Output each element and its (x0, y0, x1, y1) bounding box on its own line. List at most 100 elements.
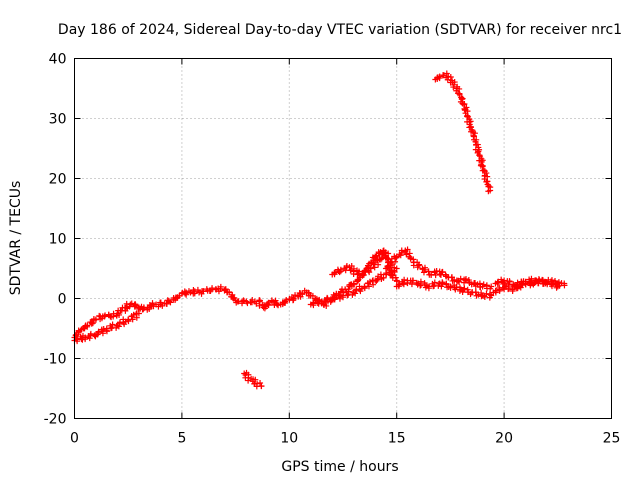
data-point (245, 377, 252, 384)
data-point (146, 306, 153, 313)
data-point (477, 153, 484, 160)
data-point (467, 118, 474, 125)
data-point (509, 287, 516, 294)
data-point (339, 294, 346, 301)
data-point (365, 283, 372, 290)
data-point (410, 277, 417, 284)
data-point (360, 271, 367, 278)
data-point (384, 264, 391, 271)
data-point (431, 279, 438, 286)
data-point (439, 268, 446, 275)
data-point (471, 130, 478, 137)
y-tick-label: -20 (44, 412, 67, 428)
data-point (344, 292, 351, 299)
data-point (476, 152, 483, 159)
data-point (82, 336, 89, 343)
data-point (332, 294, 339, 301)
data-point (116, 311, 123, 318)
data-point (479, 167, 486, 174)
x-tick-label: 20 (495, 431, 513, 447)
data-point (86, 335, 93, 342)
data-point (466, 124, 473, 131)
data-point (483, 178, 490, 185)
data-point (323, 299, 330, 306)
data-point (217, 283, 224, 290)
data-point (103, 327, 110, 334)
data-point (457, 275, 464, 282)
data-point (75, 329, 82, 336)
x-tick-label: 15 (388, 431, 406, 447)
data-point (123, 300, 130, 307)
x-tick-label: 0 (70, 431, 79, 447)
data-point (231, 294, 238, 301)
data-point (464, 286, 471, 293)
data-point (265, 302, 272, 309)
data-point (89, 320, 96, 327)
data-point (459, 288, 466, 295)
chart-title: Day 186 of 2024, Sidereal Day-to-day VTE… (58, 22, 622, 38)
data-point (389, 272, 396, 279)
data-point (84, 323, 91, 330)
data-points (71, 70, 568, 390)
data-point (191, 290, 198, 297)
data-point (500, 280, 507, 287)
data-point (387, 259, 394, 266)
axis-ticks: 0 5 10 15 20 25 -20 -10 0 10 20 30 40 (44, 52, 621, 447)
series-trace-8 (492, 275, 561, 291)
data-point (226, 289, 233, 296)
data-point (240, 297, 247, 304)
data-point (475, 148, 482, 155)
data-point (378, 255, 385, 262)
data-point (135, 310, 142, 317)
data-point (310, 302, 317, 309)
data-point (458, 96, 465, 103)
data-point (372, 253, 379, 260)
data-point (461, 285, 468, 292)
data-point (337, 268, 344, 275)
data-point (430, 283, 437, 290)
data-point (222, 286, 229, 293)
data-point (461, 107, 468, 114)
series-trace-6 (393, 276, 495, 301)
data-point (107, 325, 114, 332)
data-point (481, 293, 488, 300)
data-point (141, 305, 148, 312)
data-point (492, 289, 499, 296)
data-point (432, 272, 439, 279)
data-point (182, 290, 189, 297)
data-point (447, 73, 454, 80)
data-point (514, 281, 521, 288)
data-point (462, 275, 469, 282)
series-low-trace (241, 369, 265, 390)
series-trace-2 (71, 310, 142, 345)
data-point (99, 330, 106, 337)
series-trace-3 (307, 264, 400, 309)
data-point (275, 302, 282, 309)
data-point (129, 316, 136, 323)
data-point (130, 311, 137, 318)
data-point (550, 280, 557, 287)
data-point (387, 271, 394, 278)
data-point (480, 281, 487, 288)
data-point (522, 280, 529, 287)
x-axis-label: GPS time / hours (281, 459, 398, 475)
x-tick-label: 25 (603, 431, 621, 447)
y-axis-label: SDTVAR / TECUs (8, 181, 24, 296)
data-point (209, 285, 216, 292)
y-tick-label: -10 (44, 352, 67, 368)
data-point (385, 250, 392, 257)
data-point (488, 283, 495, 290)
data-point (456, 90, 463, 97)
data-point (149, 300, 156, 307)
data-point (506, 278, 513, 285)
data-point (459, 100, 466, 107)
data-point (395, 283, 402, 290)
data-point (471, 136, 478, 143)
data-point (485, 182, 492, 189)
data-point (256, 302, 263, 309)
data-point (123, 304, 130, 311)
y-tick-label: 40 (49, 52, 67, 68)
data-point (404, 279, 411, 286)
data-point (526, 279, 533, 286)
